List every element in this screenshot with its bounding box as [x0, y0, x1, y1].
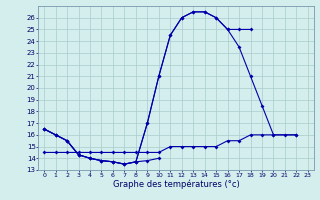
- X-axis label: Graphe des températures (°c): Graphe des températures (°c): [113, 179, 239, 189]
